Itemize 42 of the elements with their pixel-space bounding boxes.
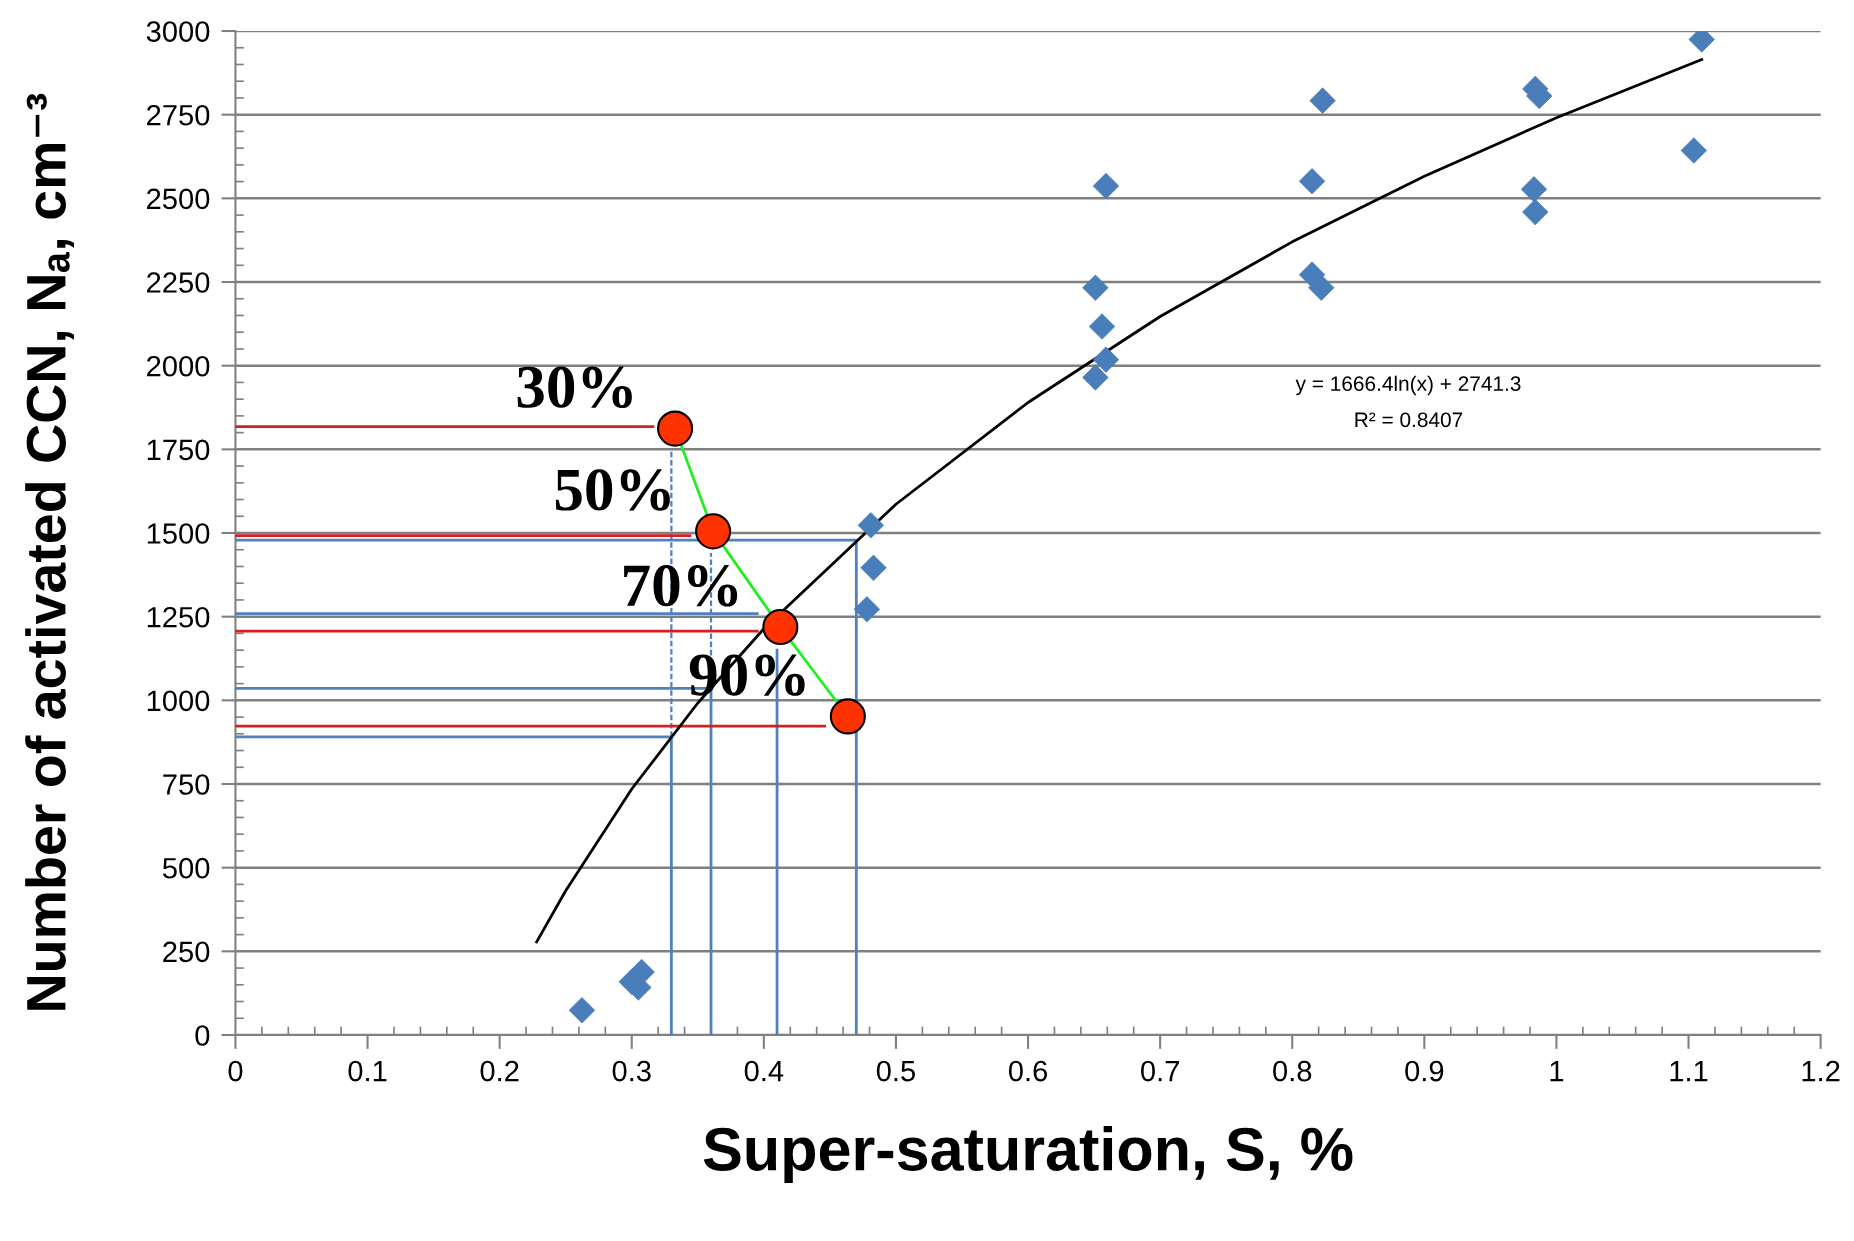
y-tick-label: 2500: [147, 188, 210, 210]
point: [1308, 274, 1335, 301]
y-tick-label: 2250: [147, 272, 210, 293]
x-tick-label: 0.5: [876, 1060, 915, 1082]
point: [1092, 346, 1120, 373]
x-axis-title: Super-saturation, S, %: [703, 1126, 1353, 1184]
y-tick-label: 1750: [147, 439, 210, 461]
x-tick-label: 1.1: [1670, 1061, 1708, 1082]
point: [762, 609, 799, 646]
point: [695, 513, 732, 550]
x-tick-label: 0.9: [1405, 1060, 1444, 1082]
y-tick-label: 1250: [147, 606, 210, 628]
y-tick-label: 2000: [147, 355, 210, 377]
annotation: 50%: [555, 469, 670, 511]
x-tick-label: 0.1: [348, 1060, 387, 1082]
point: [853, 596, 881, 623]
x-tick-label: 0.3: [612, 1060, 651, 1082]
annotation: y = 1666.4ln(x) + 2741.3: [1295, 375, 1521, 396]
point: [829, 698, 866, 735]
y-tick-label: 1000: [147, 690, 210, 712]
point: [657, 410, 694, 447]
y-tick-label: 0: [195, 1025, 210, 1046]
y-axis-title: Number of activated CCN, Nₐ, cm⁻³: [25, 93, 75, 1010]
x-tick-label: 0.8: [1273, 1060, 1312, 1082]
x-tick-label: 0.4: [744, 1060, 784, 1082]
y-tick-label: 250: [163, 941, 210, 963]
x-tick-label: 0: [228, 1060, 243, 1082]
y-tick-label: 1500: [147, 523, 210, 544]
y-tick-label: 2750: [147, 104, 210, 126]
y-tick-label: 500: [162, 857, 210, 879]
y-tick-label: 3000: [146, 21, 210, 42]
annotation: 30%: [517, 366, 632, 409]
x-tick-label: 0.2: [480, 1060, 519, 1082]
point: [860, 554, 887, 581]
x-tick-label: 1.2: [1802, 1060, 1840, 1082]
y-tick-label: 750: [163, 774, 210, 795]
annotation: R² = 0.8407: [1355, 412, 1463, 428]
x-tick-label: 1: [1550, 1061, 1564, 1082]
x-tick-label: 0.6: [1008, 1060, 1048, 1082]
x-tick-label: 0.7: [1141, 1060, 1179, 1082]
annotation: 70%: [624, 565, 738, 607]
point: [1680, 137, 1707, 164]
